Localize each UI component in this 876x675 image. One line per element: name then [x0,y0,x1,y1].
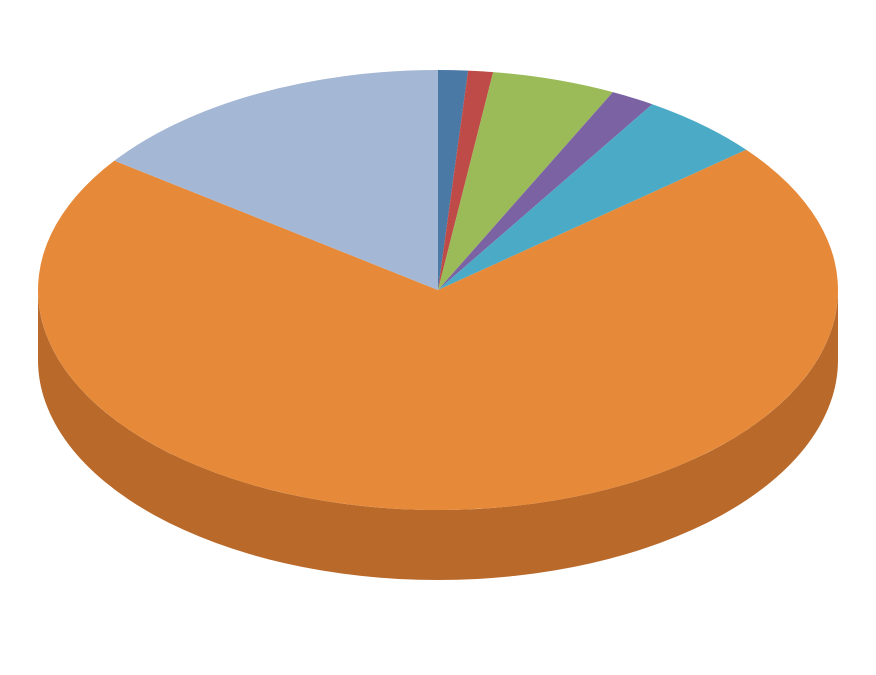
pie-chart-3d [0,0,876,675]
pie-tops [38,70,838,510]
pie-chart-svg [0,0,876,675]
